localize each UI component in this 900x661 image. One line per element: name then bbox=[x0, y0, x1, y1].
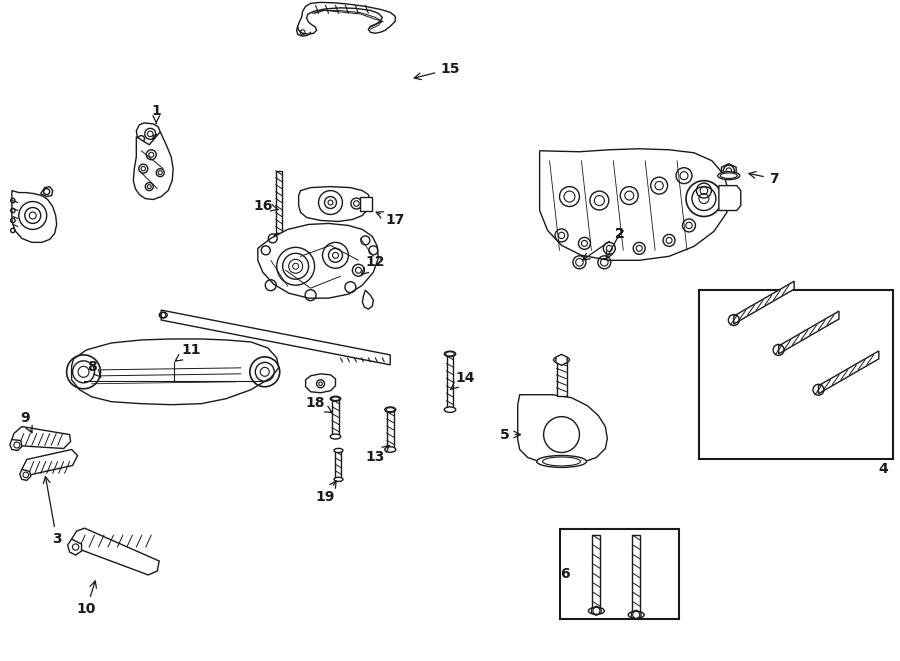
Ellipse shape bbox=[445, 351, 455, 357]
Bar bbox=[275, 171, 282, 235]
Text: 15: 15 bbox=[414, 62, 460, 80]
Ellipse shape bbox=[718, 172, 740, 180]
Text: 1: 1 bbox=[151, 104, 161, 124]
Polygon shape bbox=[257, 223, 378, 298]
Text: 16: 16 bbox=[253, 198, 278, 213]
Text: 5: 5 bbox=[500, 428, 520, 442]
Ellipse shape bbox=[589, 607, 604, 614]
Polygon shape bbox=[734, 281, 794, 324]
Text: 7: 7 bbox=[749, 172, 778, 186]
Text: 13: 13 bbox=[365, 446, 390, 465]
Polygon shape bbox=[591, 606, 601, 615]
Ellipse shape bbox=[536, 455, 587, 467]
Text: 2: 2 bbox=[615, 227, 625, 241]
Polygon shape bbox=[818, 351, 878, 394]
Polygon shape bbox=[133, 132, 173, 200]
Text: 18: 18 bbox=[306, 396, 332, 412]
Text: 19: 19 bbox=[316, 481, 337, 504]
Bar bbox=[446, 353, 454, 410]
Polygon shape bbox=[722, 164, 736, 178]
Ellipse shape bbox=[334, 448, 343, 453]
Polygon shape bbox=[363, 290, 374, 309]
Polygon shape bbox=[161, 310, 391, 365]
Ellipse shape bbox=[554, 356, 570, 364]
Ellipse shape bbox=[334, 477, 343, 481]
Text: 2: 2 bbox=[583, 227, 625, 260]
Bar bbox=[592, 535, 600, 611]
Polygon shape bbox=[556, 354, 567, 366]
Bar bbox=[556, 360, 566, 396]
Polygon shape bbox=[10, 440, 22, 451]
Polygon shape bbox=[306, 374, 336, 393]
Ellipse shape bbox=[274, 233, 284, 237]
Polygon shape bbox=[40, 186, 53, 196]
Polygon shape bbox=[540, 149, 729, 260]
Text: 10: 10 bbox=[76, 581, 96, 616]
Text: 8: 8 bbox=[86, 360, 101, 377]
Ellipse shape bbox=[330, 396, 341, 401]
Polygon shape bbox=[22, 449, 77, 475]
Bar bbox=[360, 196, 373, 210]
Bar bbox=[332, 398, 339, 436]
Ellipse shape bbox=[385, 447, 396, 452]
Text: 14: 14 bbox=[451, 371, 474, 389]
Polygon shape bbox=[72, 528, 159, 575]
Text: 12: 12 bbox=[362, 255, 385, 274]
Polygon shape bbox=[778, 311, 839, 354]
Polygon shape bbox=[719, 186, 741, 210]
Polygon shape bbox=[632, 610, 641, 619]
Text: 9: 9 bbox=[20, 410, 32, 433]
Ellipse shape bbox=[385, 407, 396, 412]
Ellipse shape bbox=[445, 407, 455, 412]
Ellipse shape bbox=[330, 434, 341, 439]
Polygon shape bbox=[299, 186, 370, 221]
Text: 17: 17 bbox=[376, 212, 405, 227]
Text: 4: 4 bbox=[878, 463, 888, 477]
Text: 6: 6 bbox=[560, 567, 570, 581]
Bar bbox=[632, 535, 640, 615]
Polygon shape bbox=[12, 190, 57, 243]
Polygon shape bbox=[136, 123, 160, 145]
Ellipse shape bbox=[628, 611, 644, 618]
Bar bbox=[387, 410, 393, 449]
Text: 11: 11 bbox=[176, 343, 201, 361]
Polygon shape bbox=[72, 339, 279, 405]
Bar bbox=[699, 290, 893, 459]
Bar bbox=[560, 529, 679, 619]
Polygon shape bbox=[68, 539, 82, 555]
Polygon shape bbox=[298, 3, 395, 34]
Polygon shape bbox=[20, 469, 31, 481]
Polygon shape bbox=[12, 426, 70, 449]
Polygon shape bbox=[518, 395, 608, 465]
Bar bbox=[336, 449, 341, 479]
Text: 3: 3 bbox=[43, 477, 61, 546]
